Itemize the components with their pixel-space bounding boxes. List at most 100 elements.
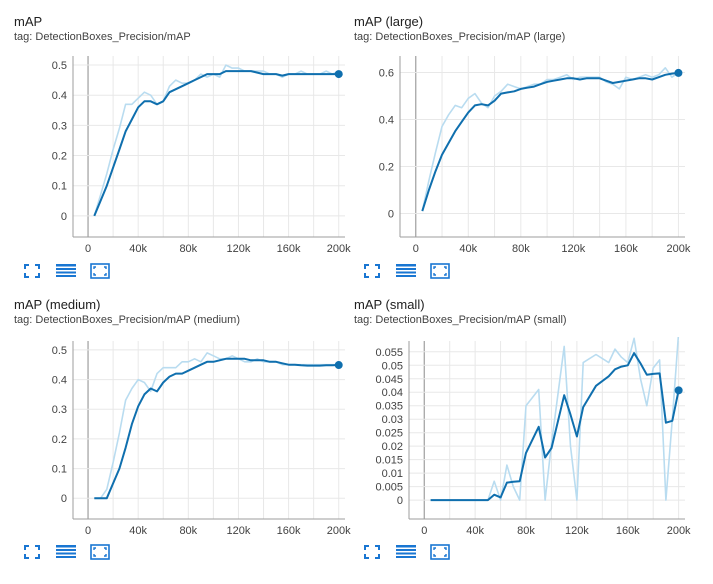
chart-card-map-large: mAP (large) tag: DetectionBoxes_Precisio…	[354, 14, 694, 301]
line-chart[interactable]: 0 40k 80k 120k 160k 200k 0 0.1 0.2 0.3 0.4 0.5	[14, 297, 354, 584]
chart-toolbar	[20, 543, 112, 561]
chart-title: mAP	[14, 14, 43, 29]
chart-title: mAP (medium)	[14, 297, 101, 312]
y-tick-label: 0.055	[375, 347, 403, 359]
last-point-marker	[674, 68, 683, 77]
data-table-button[interactable]	[54, 262, 78, 280]
y-tick-label: 0.025	[375, 428, 403, 440]
raw-series-line	[93, 64, 340, 217]
chart-tag: tag: DetectionBoxes_Precision/mAP (small…	[354, 314, 567, 326]
line-chart[interactable]: 0 40k 80k 120k 160k 200k 0 0.1 0.2 0.3 0.4 0.5	[14, 14, 354, 301]
x-tick-label: 40k	[129, 525, 147, 537]
x-tick-label: 0	[413, 243, 419, 255]
fullscreen-button[interactable]	[360, 262, 384, 280]
x-tick-label: 80k	[512, 243, 530, 255]
y-tick-label: 0.4	[379, 114, 394, 126]
data-table-button[interactable]	[54, 543, 78, 561]
x-tick-label: 80k	[179, 243, 197, 255]
x-tick-label: 40k	[129, 243, 147, 255]
x-tick-label: 200k	[327, 525, 351, 537]
fullscreen-button[interactable]	[20, 543, 44, 561]
x-tick-label: 120k	[565, 525, 589, 537]
y-tick-label: 0.015	[375, 455, 403, 467]
fit-domain-icon	[90, 263, 110, 279]
data-table-icon	[56, 264, 76, 278]
y-tick-label: 0.2	[52, 434, 67, 446]
fullscreen-button[interactable]	[20, 262, 44, 280]
data-table-button[interactable]	[394, 543, 418, 561]
fit-domain-button[interactable]	[88, 543, 112, 561]
y-tick-label: 0.01	[382, 468, 403, 480]
x-tick-label: 0	[85, 525, 91, 537]
chart-card-map-medium: mAP (medium) tag: DetectionBoxes_Precisi…	[14, 297, 354, 584]
fit-domain-button[interactable]	[88, 262, 112, 280]
x-tick-label: 160k	[614, 243, 638, 255]
data-table-icon	[396, 545, 416, 559]
chart-toolbar	[360, 543, 452, 561]
chart-toolbar	[360, 262, 452, 280]
y-tick-label: 0.045	[375, 374, 403, 386]
y-tick-label: 0.4	[52, 90, 67, 102]
x-tick-label: 160k	[277, 525, 301, 537]
x-tick-label: 0	[421, 525, 427, 537]
fullscreen-icon	[24, 264, 40, 278]
y-tick-label: 0.05	[382, 360, 403, 372]
y-tick-label: 0.3	[52, 404, 67, 416]
x-tick-label: 120k	[561, 243, 585, 255]
fit-domain-icon	[430, 544, 450, 560]
smoothed-series-line	[94, 357, 339, 500]
y-tick-label: 0	[61, 493, 67, 505]
y-tick-label: 0.03	[382, 414, 403, 426]
chart-title: mAP (large)	[354, 14, 424, 29]
x-tick-label: 200k	[667, 243, 691, 255]
chart-card-map: mAP tag: DetectionBoxes_Precision/mAP 0 4…	[14, 14, 354, 301]
last-point-marker	[674, 386, 683, 395]
x-tick-label: 160k	[616, 525, 640, 537]
fullscreen-icon	[364, 545, 380, 559]
smoothed-series-line	[421, 71, 679, 212]
y-tick-label: 0.035	[375, 401, 403, 413]
y-tick-label: 0.4	[52, 375, 67, 387]
fullscreen-button[interactable]	[360, 543, 384, 561]
x-tick-label: 40k	[466, 525, 484, 537]
fullscreen-icon	[24, 545, 40, 559]
smoothed-series-line	[430, 352, 680, 502]
x-tick-label: 200k	[667, 525, 691, 537]
data-table-icon	[396, 264, 416, 278]
y-tick-label: 0.04	[382, 387, 403, 399]
y-tick-label: 0.3	[52, 120, 67, 132]
y-tick-label: 0	[397, 495, 403, 507]
last-point-marker	[334, 361, 343, 370]
y-tick-label: 0.005	[375, 482, 403, 494]
chart-toolbar	[20, 262, 112, 280]
line-chart[interactable]: 0 40k 80k 120k 160k 200k 0 0.2 0.4 0.6	[354, 14, 694, 301]
chart-card-map-small: mAP (small) tag: DetectionBoxes_Precisio…	[354, 297, 694, 584]
fit-domain-button[interactable]	[428, 543, 452, 561]
fit-domain-icon	[90, 544, 110, 560]
y-tick-label: 0.2	[52, 151, 67, 163]
line-chart[interactable]: 0 40k 80k 120k 160k 200k00.0050.010.0150.020.…	[354, 297, 694, 584]
fullscreen-icon	[364, 264, 380, 278]
data-table-icon	[56, 545, 76, 559]
y-tick-label: 0.5	[52, 345, 67, 357]
x-tick-label: 120k	[227, 243, 251, 255]
y-tick-label: 0.5	[52, 60, 67, 72]
y-tick-label: 0.2	[379, 161, 394, 173]
raw-series-line	[430, 337, 680, 501]
chart-title: mAP (small)	[354, 297, 425, 312]
x-tick-label: 80k	[179, 525, 197, 537]
x-tick-label: 200k	[327, 243, 351, 255]
fit-domain-button[interactable]	[428, 262, 452, 280]
y-tick-label: 0	[61, 211, 67, 223]
x-tick-label: 160k	[277, 243, 301, 255]
last-point-marker	[334, 70, 343, 79]
y-tick-label: 0	[388, 208, 394, 220]
x-tick-label: 0	[85, 243, 91, 255]
data-table-button[interactable]	[394, 262, 418, 280]
raw-series-line	[421, 66, 679, 212]
chart-tag: tag: DetectionBoxes_Precision/mAP	[14, 31, 191, 43]
y-tick-label: 0.1	[52, 464, 67, 476]
y-tick-label: 0.02	[382, 441, 403, 453]
chart-tag: tag: DetectionBoxes_Precision/mAP (large…	[354, 31, 566, 43]
x-tick-label: 120k	[227, 525, 251, 537]
